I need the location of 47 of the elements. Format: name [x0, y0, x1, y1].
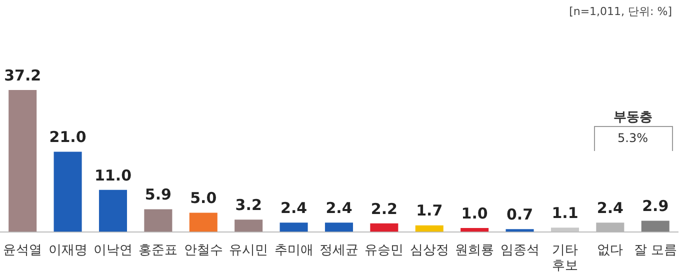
x-tick-label: 심상정 — [410, 242, 449, 258]
annotation: 부동층 — [612, 109, 654, 126]
annotation: 5.3% — [616, 131, 649, 145]
bar — [641, 220, 670, 232]
text: [n=1,011, 단위: %] — [569, 4, 672, 19]
bar — [324, 222, 353, 232]
x-tick-label: 안철수 — [184, 242, 223, 258]
data-label: 0.7 — [506, 206, 534, 224]
x-tick-label: 홍준표 — [138, 242, 178, 258]
bar — [280, 222, 308, 232]
bar — [98, 190, 128, 232]
bar — [370, 223, 398, 232]
data-label: 37.2 — [4, 66, 42, 84]
bar — [8, 90, 37, 232]
data-label: 1.0 — [461, 204, 488, 222]
data-label: 21.0 — [49, 128, 86, 146]
data-label: 1.1 — [552, 204, 578, 222]
x-tick-label: 추미애 — [274, 242, 314, 258]
data-label: 2.4 — [596, 199, 624, 218]
data-label: 3.2 — [235, 196, 262, 214]
bar — [234, 220, 263, 232]
x-tick-label: 이낙연 — [93, 242, 132, 258]
x-tick-label: 이재명 — [48, 242, 88, 258]
bar — [54, 152, 82, 232]
x-tick-label: 임종석 — [500, 242, 540, 258]
x-tick-label: 유승민 — [364, 242, 404, 258]
x-tick-label: 윤석열 — [3, 242, 42, 258]
bar — [144, 209, 172, 232]
data-label: 1.7 — [416, 202, 443, 220]
bar — [415, 225, 444, 232]
x-tick-label: 잘 모름 — [634, 242, 677, 258]
data-label: 11.0 — [94, 166, 132, 184]
x-tick-label: 기타 후보 — [552, 242, 578, 274]
x-tick-label: 없다 — [597, 242, 624, 258]
data-label: 2.9 — [642, 197, 669, 216]
bar — [189, 212, 218, 232]
x-tick-label: 원희룡 — [455, 242, 494, 258]
data-label: 2.2 — [370, 200, 398, 218]
data-label: 5.0 — [190, 189, 217, 208]
bar — [506, 229, 534, 232]
data-label: 2.4 — [280, 199, 308, 218]
bar — [550, 228, 579, 232]
bar — [460, 228, 489, 232]
x-tick-label: 유시민 — [229, 242, 268, 258]
x-tick-label: 정세균 — [319, 242, 358, 258]
data-label: 2.4 — [326, 199, 352, 218]
data-label: 5.9 — [144, 186, 172, 204]
